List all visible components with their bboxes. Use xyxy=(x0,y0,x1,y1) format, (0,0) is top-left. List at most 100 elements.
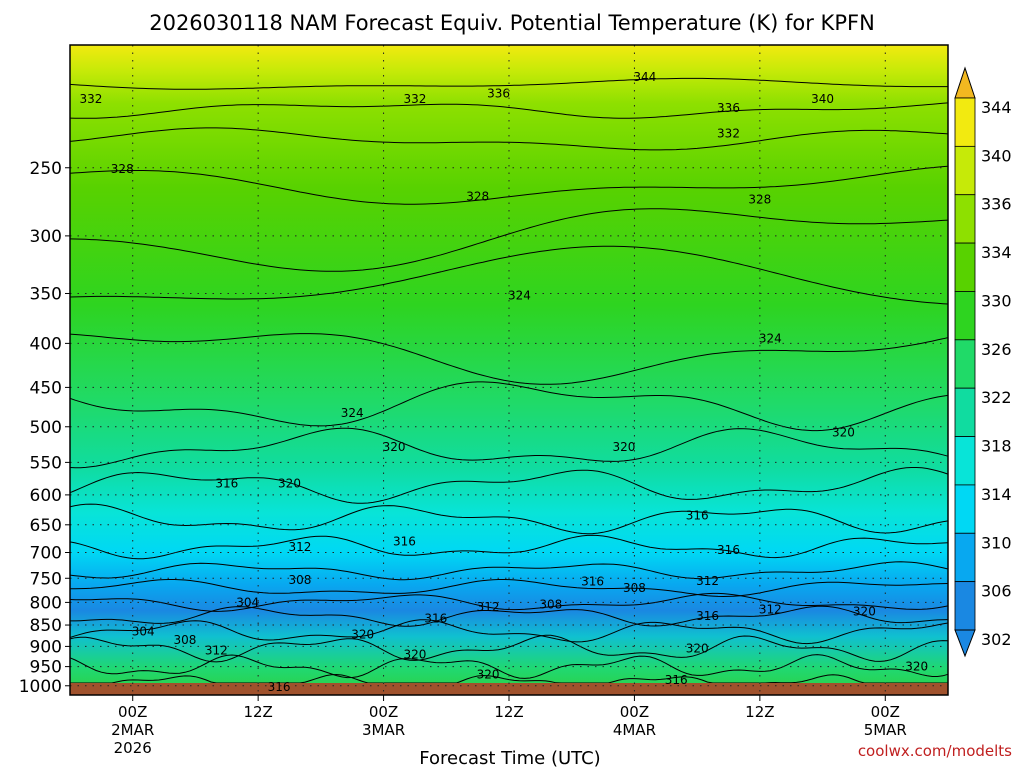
contour-label: 312 xyxy=(205,644,228,658)
contour-label: 320 xyxy=(686,641,709,655)
y-tick-label: 1000 xyxy=(19,677,62,697)
contour-label: 320 xyxy=(403,648,426,662)
contour-label: 304 xyxy=(236,595,259,609)
contour-label: 320 xyxy=(832,426,855,440)
credit-text: coolwx.com/modelts xyxy=(858,742,1012,760)
contour-line xyxy=(69,165,949,205)
colorbar-tick-label: 306 xyxy=(981,582,1012,601)
ground-strip xyxy=(70,683,948,695)
contour-label: 320 xyxy=(905,660,928,674)
contour-label: 320 xyxy=(613,440,636,454)
x-tick-label: 00Z xyxy=(369,703,398,721)
y-tick-label: 350 xyxy=(30,284,62,304)
contour-line xyxy=(69,77,948,90)
contour-line xyxy=(69,127,949,151)
x-tick-date: 5MAR xyxy=(864,721,907,739)
contour-line xyxy=(69,381,949,432)
y-tick-label: 700 xyxy=(30,543,62,563)
x-tick-date: 4MAR xyxy=(613,721,656,739)
contour-label: 312 xyxy=(759,602,782,616)
chart-title: 2026030118 NAM Forecast Equiv. Potential… xyxy=(149,11,875,35)
contour-label: 316 xyxy=(696,609,719,623)
x-tick-date: 2MAR xyxy=(111,721,154,739)
contour-label: 312 xyxy=(288,540,311,554)
contour-label: 320 xyxy=(383,440,406,454)
y-tick-label: 300 xyxy=(30,227,62,247)
colorbar-tick-label: 334 xyxy=(981,243,1012,262)
contour-label: 320 xyxy=(278,477,301,491)
x-tick-date: 3MAR xyxy=(362,721,405,739)
contour-label: 320 xyxy=(351,628,374,642)
contour-label: 308 xyxy=(174,633,197,647)
contour-label: 308 xyxy=(288,573,311,587)
x-tick-label: 00Z xyxy=(118,703,147,721)
contour-label: 312 xyxy=(696,574,719,588)
contour-label: 308 xyxy=(539,598,562,612)
colorbar-swatch xyxy=(954,194,976,244)
contour-label: 316 xyxy=(424,611,447,625)
contour-label: 316 xyxy=(393,535,416,549)
contour-label: 332 xyxy=(403,92,426,106)
colorbar-swatch xyxy=(954,436,976,486)
contour-label: 336 xyxy=(487,87,510,101)
colorbar-min-arrow xyxy=(954,629,976,658)
y-tick-label: 950 xyxy=(30,658,62,678)
y-axis: 2503003504004505005506006507007508008509… xyxy=(19,159,70,697)
contour-label: 316 xyxy=(215,477,238,491)
contour-label: 316 xyxy=(665,673,688,687)
y-tick-label: 450 xyxy=(30,378,62,398)
plot-area: 332 332 336 344 336 340 332 328 328 328 324 324 324 3… xyxy=(69,44,949,696)
colorbar-swatch xyxy=(954,291,976,341)
y-tick-label: 500 xyxy=(30,418,62,438)
colorbar-swatch xyxy=(954,387,976,437)
colorbar-swatch xyxy=(954,145,976,196)
theta-e-field xyxy=(70,45,948,695)
contour-label: 316 xyxy=(686,508,709,522)
colorbar-tick-label: 310 xyxy=(981,533,1012,552)
contour-label: 324 xyxy=(341,406,364,420)
contour-line xyxy=(69,102,949,119)
contour-line xyxy=(69,634,949,663)
contour-label: 332 xyxy=(79,92,102,106)
contour-label: 316 xyxy=(717,543,740,557)
contour-label: 308 xyxy=(623,581,646,595)
contour-label: 324 xyxy=(759,332,782,346)
contour-label: 320 xyxy=(477,667,500,681)
colorbar-swatch xyxy=(954,484,976,534)
y-tick-label: 900 xyxy=(30,637,62,657)
contour-label: 316 xyxy=(268,680,291,694)
contour-line xyxy=(69,503,949,535)
x-tick-label: 00Z xyxy=(871,703,900,721)
x-tick-year: 2026 xyxy=(114,739,152,757)
contour-line xyxy=(69,619,949,645)
x-tick-label: 12Z xyxy=(243,703,272,721)
y-tick-label: 800 xyxy=(30,593,62,613)
x-tick-label: 12Z xyxy=(494,703,523,721)
colorbar-tick-label: 330 xyxy=(981,291,1012,310)
colorbar-swatch xyxy=(954,532,976,583)
y-tick-label: 600 xyxy=(30,486,62,506)
colorbar-tick-label: 340 xyxy=(981,146,1012,165)
x-tick-label: 12Z xyxy=(745,703,774,721)
colorbar-tick-label: 326 xyxy=(981,340,1012,359)
colorbar-tick-label: 302 xyxy=(981,630,1012,649)
contour-label: 328 xyxy=(466,190,489,204)
contour-label: 312 xyxy=(477,600,500,614)
y-tick-label: 850 xyxy=(30,616,62,636)
x-axis-label: Forecast Time (UTC) xyxy=(419,748,600,768)
colorbar-tick-label: 344 xyxy=(981,98,1012,117)
contour-label: 304 xyxy=(132,625,155,639)
colorbar-tick-label: 318 xyxy=(981,437,1012,456)
contour-line xyxy=(69,592,949,612)
contour-label: 324 xyxy=(508,289,531,303)
colorbar-tick-label: 322 xyxy=(981,388,1012,407)
colorbar-max-arrow xyxy=(954,66,976,99)
contour-label: 340 xyxy=(811,92,834,106)
y-tick-label: 400 xyxy=(30,334,62,354)
colorbar-swatch xyxy=(954,97,976,147)
contour-label: 320 xyxy=(853,605,876,619)
colorbar-tick-label: 314 xyxy=(981,485,1012,504)
contour-line xyxy=(69,534,949,560)
title-group: 2026030118 NAM Forecast Equiv. Potential… xyxy=(149,11,875,35)
